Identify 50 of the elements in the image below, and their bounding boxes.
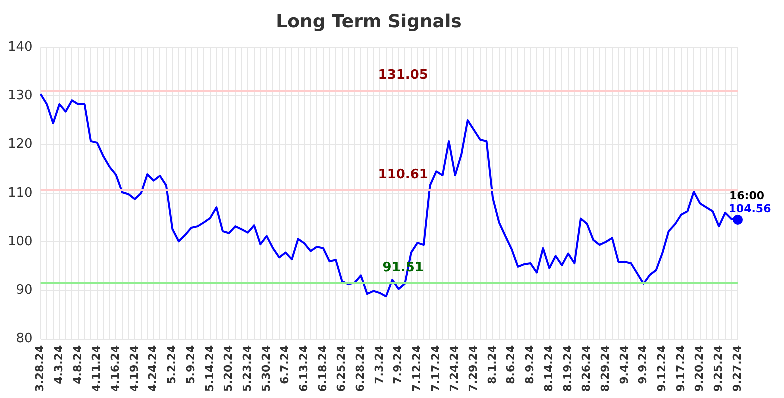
x-tick-label: 5.30.24 (260, 345, 273, 392)
x-tick-label: 4.19.24 (128, 345, 141, 392)
annotation: 16:00 (729, 189, 765, 202)
x-tick-label: 9.20.24 (693, 345, 706, 392)
y-tick-label: 90 (16, 283, 33, 298)
x-tick-label: 4.8.24 (71, 345, 84, 384)
x-tick-label: 6.25.24 (335, 345, 348, 392)
x-tick-label: 9.9.24 (636, 345, 650, 384)
x-tick-label: 6.13.24 (297, 345, 310, 392)
y-tick-label: 130 (8, 88, 33, 104)
chart-title: Long Term Signals (276, 11, 462, 32)
y-tick-label: 120 (8, 137, 33, 152)
x-tick-label: 9.27.24 (730, 345, 744, 392)
x-tick-label: 9.25.24 (712, 345, 726, 392)
x-tick-label: 7.29.24 (467, 345, 480, 392)
x-tick-label: 7.3.24 (372, 345, 386, 384)
x-tick-label: 5.2.24 (166, 345, 179, 384)
x-tick-label: 4.24.24 (146, 345, 160, 392)
x-tick-label: 8.19.24 (561, 345, 574, 392)
x-tick-label: 8.26.24 (580, 345, 594, 392)
x-tick-label: 4.3.24 (52, 345, 66, 384)
x-tick-label: 8.9.24 (524, 345, 537, 384)
x-tick-label: 5.9.24 (184, 345, 198, 384)
x-tick-label: 3.28.24 (34, 345, 47, 392)
x-tick-label: 5.20.24 (222, 345, 236, 392)
x-tick-label: 4.16.24 (109, 345, 122, 392)
x-tick-label: 4.11.24 (90, 345, 104, 392)
ref-line-label: 110.61 (378, 167, 428, 182)
x-tick-label: 8.29.24 (598, 345, 612, 392)
x-tick-label: 9.4.24 (618, 345, 631, 384)
data-label: 104.56 (728, 202, 772, 216)
y-tick-label: 100 (8, 234, 33, 250)
ref-line-label: 131.05 (378, 68, 428, 83)
x-tick-label: 7.12.24 (410, 345, 424, 392)
x-tick-label: 6.28.24 (354, 345, 367, 392)
x-tick-label: 7.9.24 (392, 345, 405, 384)
x-tick-label: 8.6.24 (504, 345, 518, 384)
x-tick-label: 5.14.24 (203, 345, 216, 392)
x-tick-label: 7.24.24 (448, 345, 462, 392)
x-tick-label: 8.14.24 (542, 345, 556, 392)
x-tick-label: 8.1.24 (486, 345, 499, 384)
x-tick-label: 5.23.24 (240, 345, 254, 392)
y-tick-label: 110 (8, 186, 33, 201)
x-tick-label: 6.7.24 (278, 345, 292, 384)
x-tick-label: 9.17.24 (674, 345, 688, 392)
x-tick-label: 6.18.24 (316, 345, 330, 392)
y-tick-label: 80 (16, 332, 33, 347)
x-tick-label: 9.12.24 (655, 345, 668, 392)
x-tick-label: 7.17.24 (429, 345, 442, 392)
y-tick-label: 140 (8, 40, 33, 55)
